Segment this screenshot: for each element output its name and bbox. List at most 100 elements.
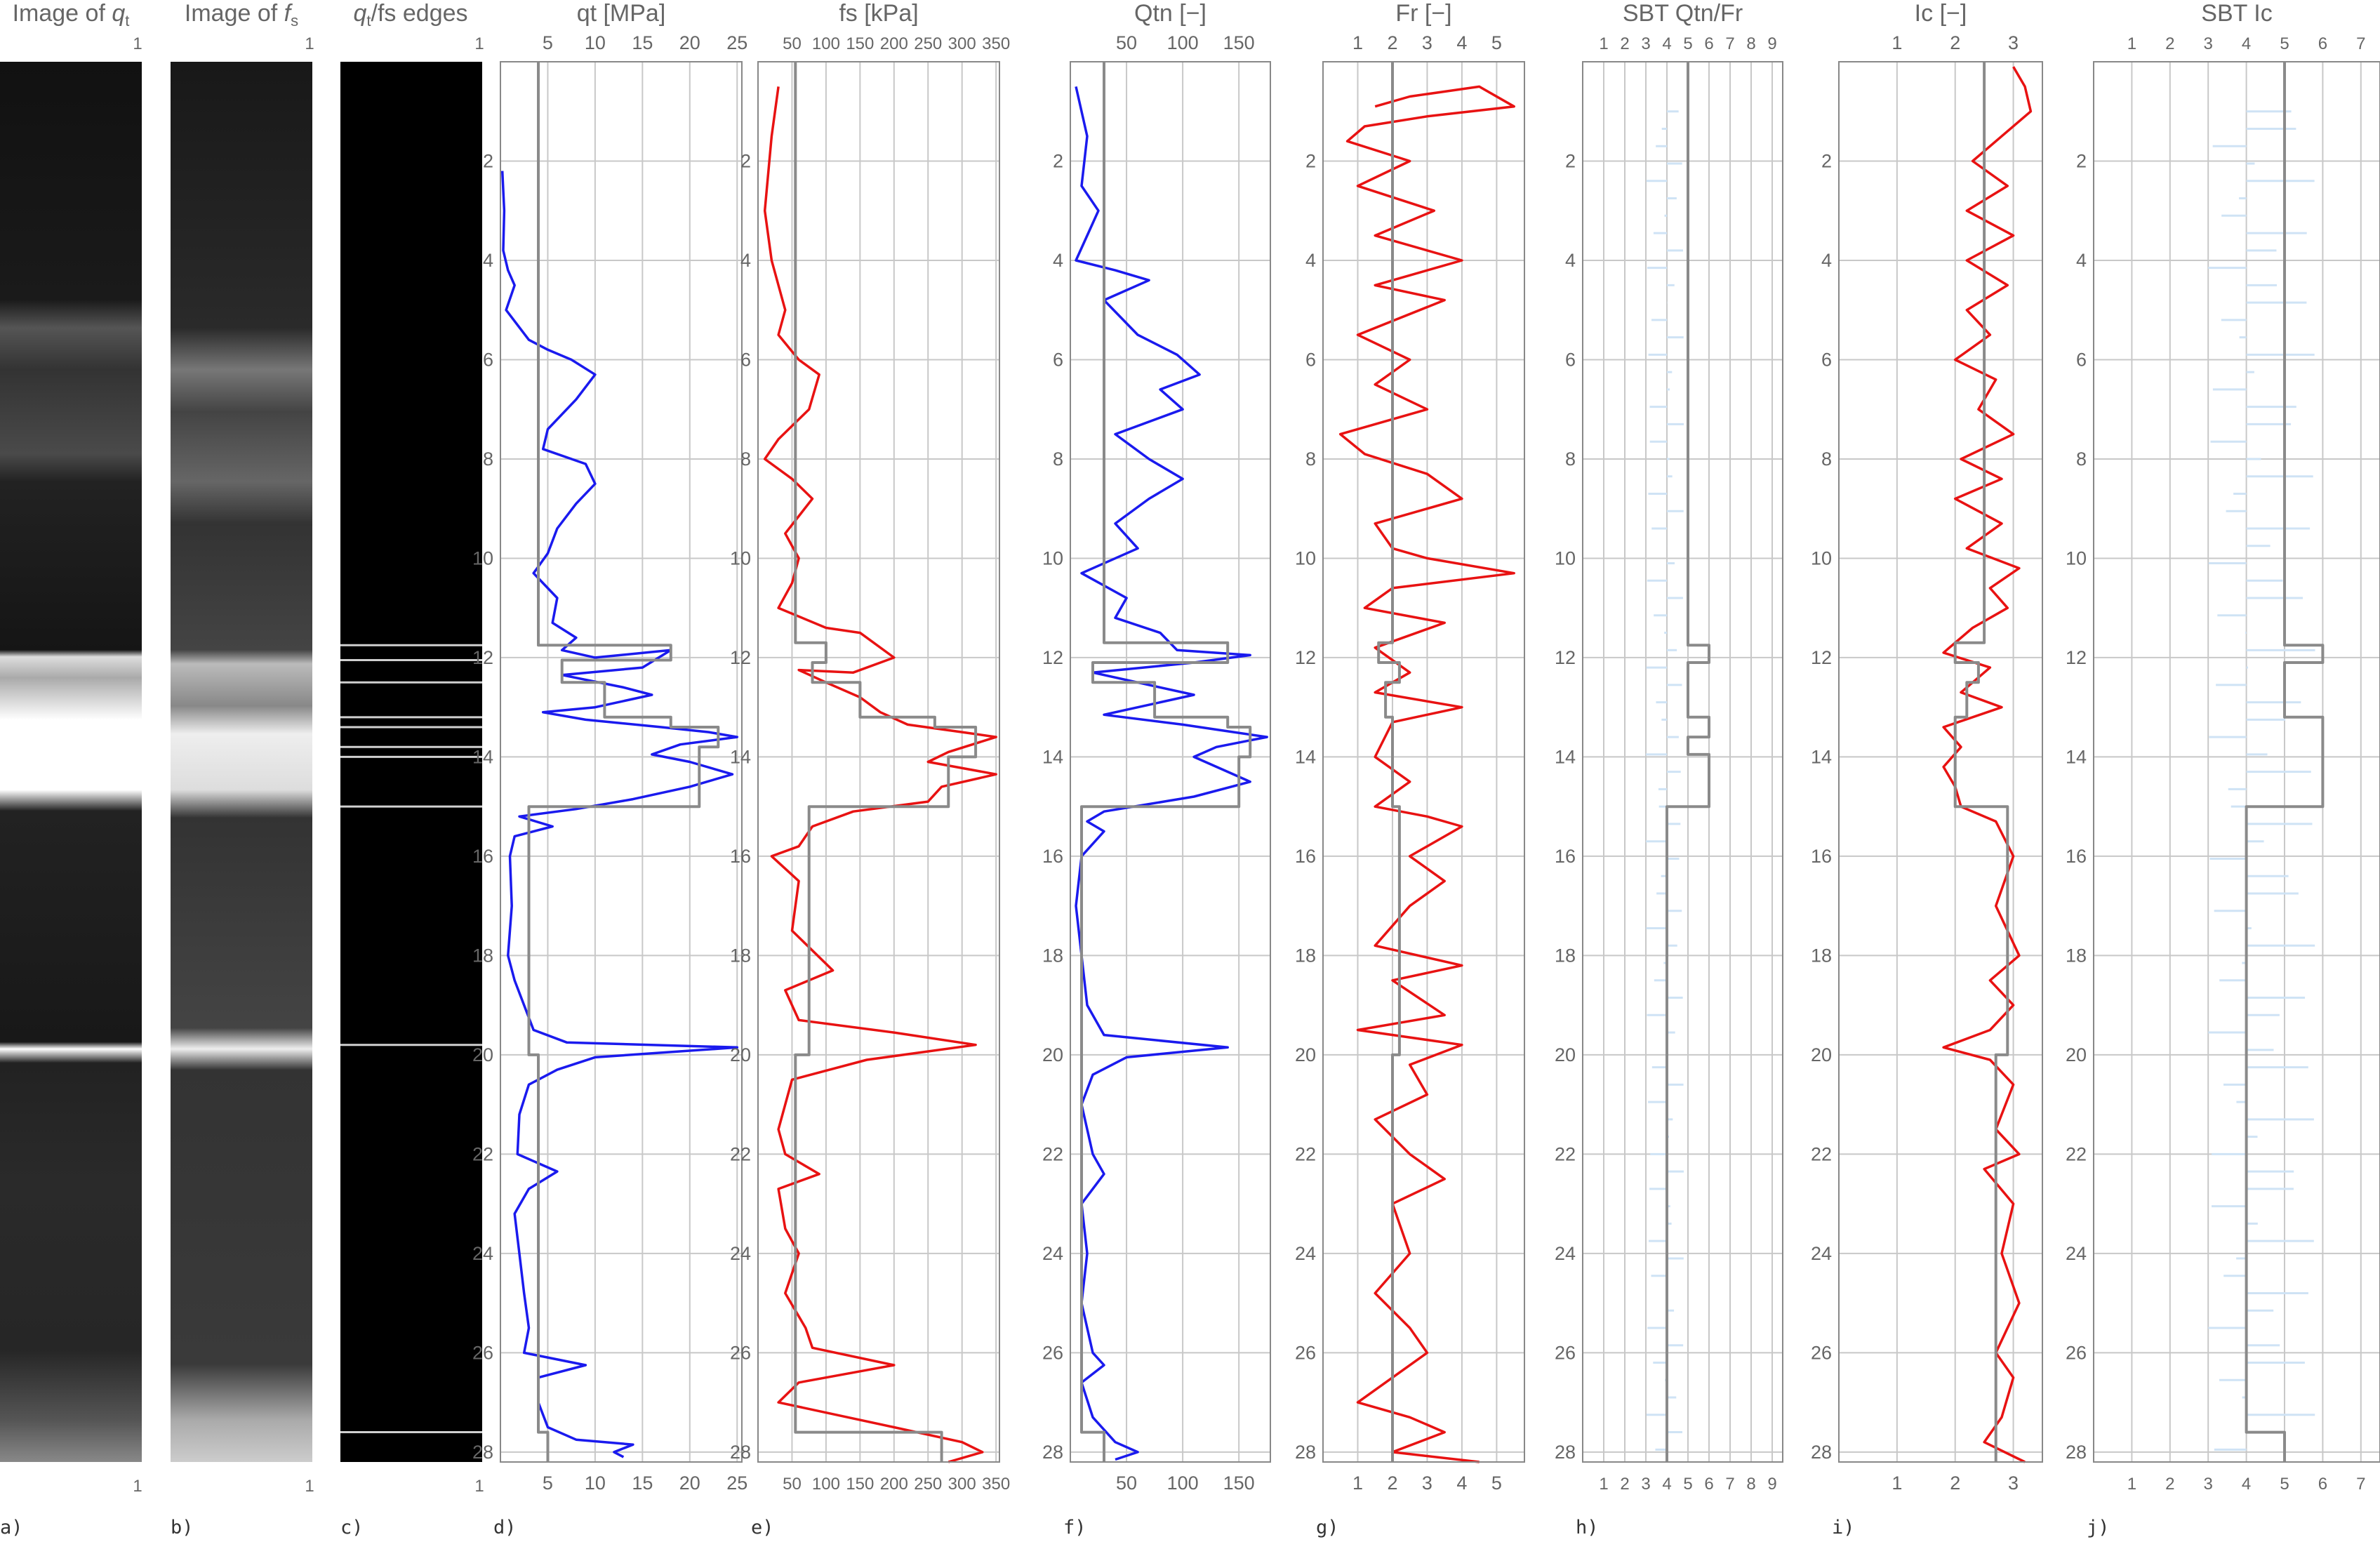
- x-tick-label-top: 1: [1599, 34, 1608, 53]
- x-tick-label-top: 2: [1620, 34, 1629, 53]
- x-tick-label-bottom: 9: [1767, 1475, 1776, 1494]
- depth-tick-label: 8: [2076, 448, 2087, 470]
- x-tick-label-top: 8: [1746, 34, 1755, 53]
- x-tick-label-bottom: 2: [1620, 1475, 1629, 1494]
- x-tick-label-top: 300: [948, 34, 976, 53]
- depth-tick-label: 12: [2066, 647, 2087, 668]
- plot-panel-e: fs [kPa]24681012141618202224262850501001…: [730, 0, 1010, 1538]
- plot-panel-j: SBT Ic2468101214161820222426281122334455…: [2066, 0, 2380, 1538]
- depth-tick-label: 28: [730, 1442, 751, 1463]
- series-red: [1338, 85, 1515, 1463]
- depth-tick-label: 22: [1042, 1143, 1063, 1164]
- x-tick-label-top: 3: [1422, 32, 1432, 53]
- image-qt-title: Image of qt: [13, 0, 130, 29]
- x-tick-label-top: 1: [1892, 32, 1902, 53]
- panel-label: d): [493, 1517, 517, 1538]
- depth-tick-label: 8: [1053, 448, 1063, 470]
- x-tick-label-top: 100: [812, 34, 840, 53]
- x-tick-label-top: 5: [2280, 34, 2289, 53]
- depth-tick-label: 26: [472, 1342, 493, 1363]
- x-tick-label-bottom: 3: [1641, 1475, 1650, 1494]
- depth-tick-label: 10: [1555, 547, 1576, 569]
- x-tick-label-bottom: 20: [679, 1473, 700, 1494]
- depth-tick-label: 6: [483, 349, 493, 370]
- x-tick-label-top: 10: [585, 32, 606, 53]
- depth-tick-label: 4: [1821, 250, 1832, 271]
- depth-tick-label: 22: [1555, 1143, 1576, 1164]
- depth-tick-label: 2: [1565, 150, 1576, 171]
- x-tick-label-bottom: 15: [632, 1473, 653, 1494]
- x-tick-label-bottom: 6: [1704, 1475, 1713, 1494]
- depth-tick-label: 4: [1305, 250, 1316, 271]
- depth-tick-label: 14: [1295, 746, 1316, 767]
- depth-tick-label: 8: [1305, 448, 1316, 470]
- plot-frame: [757, 61, 1000, 1463]
- plot-panel-g: Fr [−]2468101214161820222426281122334455…: [1295, 0, 1525, 1538]
- image-qt-raster: [0, 62, 142, 1462]
- x-tick-label-top: 5: [543, 32, 553, 53]
- x-tick-label-bottom: 5: [2280, 1475, 2289, 1494]
- x-tick-label-top: 2: [1950, 32, 1960, 53]
- image-fs-tick-bottom: 1: [305, 1477, 314, 1496]
- image-edges-title: qt/fs edges: [353, 0, 467, 29]
- series-gray: [794, 62, 978, 1462]
- depth-tick-label: 12: [1555, 647, 1576, 668]
- depth-tick-label: 22: [1295, 1143, 1316, 1164]
- image-qt-tick-bottom: 1: [133, 1477, 142, 1496]
- depth-tick-label: 20: [472, 1044, 493, 1065]
- depth-tick-label: 20: [1555, 1044, 1576, 1065]
- x-tick-label-bottom: 1: [1892, 1473, 1902, 1494]
- depth-tick-label: 14: [730, 746, 751, 767]
- panel-label: h): [1576, 1517, 1599, 1538]
- x-tick-label-top: 4: [2242, 34, 2251, 53]
- depth-tick-label: 14: [1042, 746, 1063, 767]
- x-tick-label-bottom: 2: [1950, 1473, 1960, 1494]
- plot-title: Ic [−]: [1915, 0, 1967, 27]
- depth-tick-label: 28: [472, 1442, 493, 1463]
- depth-tick-label: 4: [483, 250, 493, 271]
- depth-tick-label: 20: [1295, 1044, 1316, 1065]
- x-tick-label-top: 6: [1704, 34, 1713, 53]
- x-tick-label-bottom: 50: [1116, 1473, 1137, 1494]
- x-tick-label-top: 150: [1223, 32, 1255, 53]
- depth-tick-label: 6: [740, 349, 751, 370]
- depth-tick-label: 16: [1042, 846, 1063, 867]
- x-tick-label-top: 200: [880, 34, 908, 53]
- plot-frame: [2093, 61, 2380, 1463]
- x-tick-label-bottom: 100: [1167, 1473, 1199, 1494]
- image-qt-tick-top: 1: [133, 34, 142, 53]
- depth-tick-label: 18: [1042, 945, 1063, 966]
- depth-tick-label: 10: [730, 547, 751, 569]
- depth-tick-label: 26: [1295, 1342, 1316, 1363]
- depth-tick-label: 12: [730, 647, 751, 668]
- x-tick-label-bottom: 3: [1422, 1473, 1432, 1494]
- x-tick-label-top: 50: [783, 34, 802, 53]
- plot-frame: [1322, 61, 1525, 1463]
- depth-tick-label: 16: [1295, 846, 1316, 867]
- x-tick-label-bottom: 50: [783, 1475, 802, 1494]
- image-edges-tick-top: 1: [474, 34, 484, 53]
- depth-tick-label: 26: [1811, 1342, 1832, 1363]
- depth-tick-label: 8: [483, 448, 493, 470]
- image-fs-raster: [171, 62, 312, 1462]
- x-tick-label-top: 3: [2008, 32, 2019, 53]
- depth-tick-label: 24: [472, 1243, 493, 1264]
- x-tick-label-bottom: 5: [1491, 1473, 1502, 1494]
- x-tick-label-bottom: 1: [1599, 1475, 1608, 1494]
- x-tick-label-bottom: 100: [812, 1475, 840, 1494]
- image-fs-title: Image of fs: [185, 0, 298, 29]
- x-tick-label-bottom: 250: [914, 1475, 942, 1494]
- x-tick-label-top: 250: [914, 34, 942, 53]
- depth-tick-label: 16: [730, 846, 751, 867]
- depth-tick-label: 20: [730, 1044, 751, 1065]
- depth-tick-label: 6: [1565, 349, 1576, 370]
- panel-label: g): [1316, 1517, 1339, 1538]
- depth-tick-label: 10: [1811, 547, 1832, 569]
- x-tick-label-bottom: 4: [2242, 1475, 2251, 1494]
- depth-tick-label: 24: [1295, 1243, 1316, 1264]
- x-tick-label-top: 6: [2318, 34, 2327, 53]
- depth-tick-label: 24: [1042, 1243, 1063, 1264]
- x-tick-label-bottom: 2: [1387, 1473, 1397, 1494]
- x-tick-label-top: 2: [2165, 34, 2174, 53]
- x-tick-label-bottom: 1: [1352, 1473, 1363, 1494]
